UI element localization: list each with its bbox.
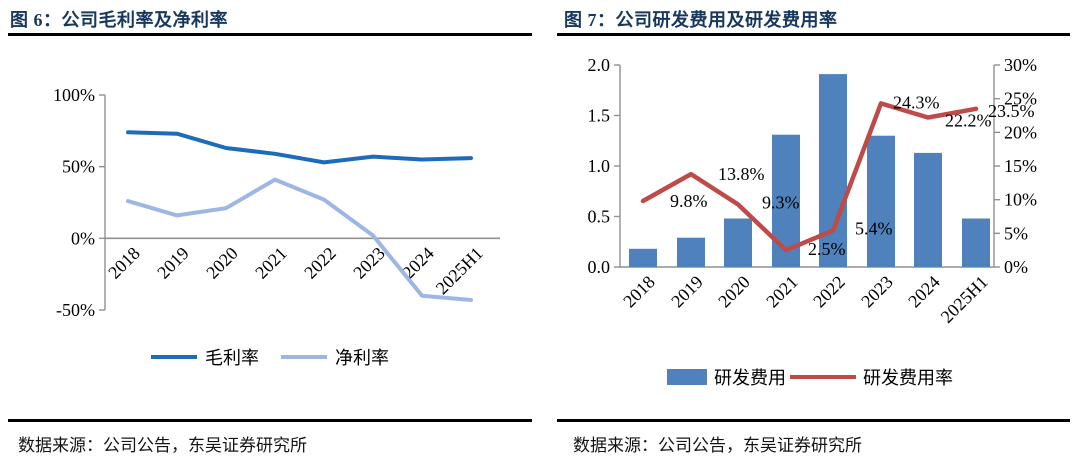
x-tick-label: 2019 <box>153 243 193 283</box>
right-y-tick-label: 0% <box>1004 257 1028 277</box>
rate-data-label: 13.8% <box>718 164 765 184</box>
right-y-tick-label: 10% <box>1004 190 1037 210</box>
right-y-tick-label: 20% <box>1004 122 1037 142</box>
rnd-expense-bar <box>724 218 752 267</box>
right-y-tick-label: 30% <box>1004 55 1037 75</box>
left-y-tick-label: 1.0 <box>588 156 611 176</box>
rate-data-label: 9.3% <box>762 192 800 212</box>
rnd-expense-chart: 2.01.51.00.50.030%25%20%15%10%5%0%2018 20… <box>588 55 1038 327</box>
series-line-1 <box>126 177 473 302</box>
x-tick-label: 2023 <box>857 272 897 312</box>
figure-7-title: 图 7：公司研发费用及研发费用率 <box>564 10 838 30</box>
x-tick-label: 2025H1 <box>937 272 992 327</box>
rate-data-label: 9.8% <box>670 191 708 211</box>
figure-6-legend: 毛利率 净利率 <box>0 344 540 370</box>
rnd-rate-legend-line <box>790 374 856 380</box>
footer-divider <box>557 419 1070 422</box>
y-tick-label: 0% <box>71 228 95 248</box>
x-tick-label: 2022 <box>300 243 340 283</box>
rnd-expense-legend-label: 研发费用 <box>714 368 786 388</box>
x-tick-label: 2020 <box>714 272 754 312</box>
rnd-expense-bar <box>914 152 942 267</box>
right-y-tick-label: 15% <box>1004 156 1037 176</box>
rnd-expense-bar <box>677 237 705 267</box>
x-tick-label: 2018 <box>104 243 144 283</box>
footer-divider <box>8 419 532 422</box>
rnd-expense-bar <box>819 74 847 267</box>
x-tick-label: 2022 <box>809 272 849 312</box>
rnd-expense-bar <box>962 218 990 267</box>
rnd-rate-line <box>640 101 979 253</box>
rate-data-label: 5.4% <box>855 219 893 239</box>
rnd-rate-legend-label: 研发费用率 <box>863 368 953 388</box>
left-y-tick-label: 2.0 <box>588 55 611 75</box>
data-source-note: 数据来源：公司公告，东吴证券研究所 <box>18 436 307 455</box>
x-tick-label: 2021 <box>251 243 291 283</box>
figure-7-panel: 图 7：公司研发费用及研发费用率 2.0 1.5 1.0 0.5 0.0 30% 25% 20… <box>540 0 1080 470</box>
title-divider <box>557 33 1070 36</box>
rnd-expense-legend-swatch <box>667 369 707 385</box>
rate-data-label: 2.5% <box>808 239 846 259</box>
x-tick-label: 2020 <box>202 243 242 283</box>
x-tick-label: 2018 <box>619 272 659 312</box>
left-y-tick-label: 0.5 <box>588 207 611 227</box>
figure-7-legend: 研发费用 研发费用率 <box>540 364 1080 390</box>
figure-6-title: 图 6：公司毛利率及净利率 <box>10 10 228 30</box>
rate-data-label: 24.3% <box>893 92 940 112</box>
left-y-tick-label: 1.5 <box>588 106 611 126</box>
x-tick-label: 2019 <box>667 272 707 312</box>
rate-data-label: 23.5% <box>988 101 1035 121</box>
gross-margin-legend-label: 毛利率 <box>205 348 259 368</box>
data-source-note: 数据来源：公司公告，东吴证券研究所 <box>573 436 862 455</box>
x-tick-label: 2025H1 <box>432 243 487 298</box>
net-margin-legend-line <box>281 355 327 359</box>
right-y-tick-label: 5% <box>1004 223 1028 243</box>
right-y-tick-label: 25% <box>1004 89 1037 109</box>
left-y-tick-label: 0.0 <box>588 257 611 277</box>
figure-6-panel: 图 6：公司毛利率及净利率 100% 50% 0% -50% 2018 2019 2020 2… <box>0 10 540 455</box>
margin-line-chart: 100%50%0%-50%2018 2019 2020 2021 2022 2023 202… <box>53 85 500 320</box>
rate-data-label: 22.2% <box>945 111 992 131</box>
x-tick-label: 2021 <box>762 272 802 312</box>
gross-margin-legend-line <box>151 355 197 359</box>
net-margin-legend-label: 净利率 <box>335 348 389 368</box>
x-tick-label: 2024 <box>904 272 944 312</box>
series-line-0 <box>126 130 473 165</box>
y-tick-label: 50% <box>62 157 95 177</box>
rnd-expense-bar <box>867 135 895 267</box>
y-tick-label: 100% <box>53 85 95 105</box>
y-tick-label: -50% <box>56 300 95 320</box>
rnd-expense-bar <box>629 248 657 267</box>
title-divider <box>8 33 532 36</box>
